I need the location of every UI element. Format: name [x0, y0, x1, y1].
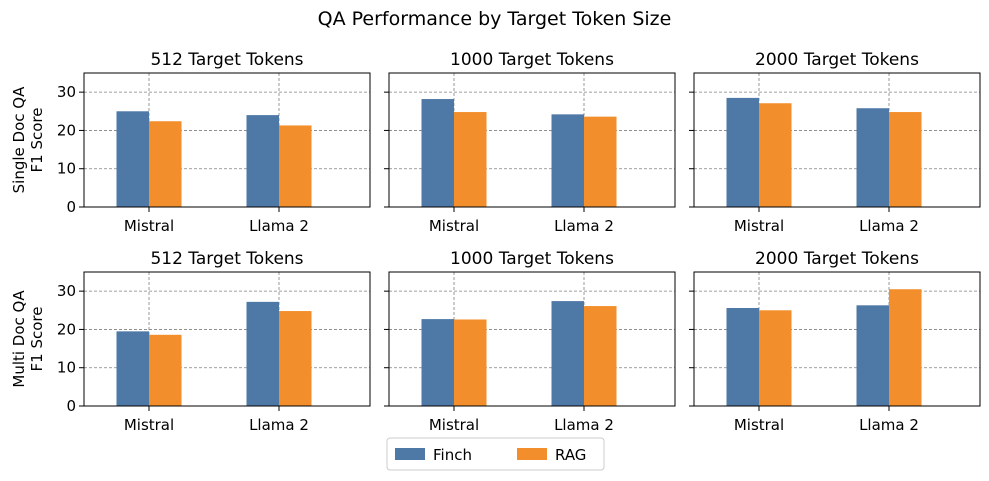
y-tick-label: 30 — [57, 83, 76, 101]
x-tick-label: Mistral — [734, 217, 784, 235]
x-tick-label: Mistral — [429, 217, 479, 235]
axes-frame — [388, 72, 676, 208]
bar-finch-mistral — [726, 307, 759, 406]
bar-finch-llama-2 — [551, 114, 584, 207]
bar-rag-llama-2 — [889, 289, 922, 406]
y-tick-label: 0 — [66, 198, 76, 216]
legend-swatch-rag — [517, 448, 547, 460]
legend-swatch-finch — [395, 448, 425, 460]
y-axis-label: Multi Doc QAF1 Score — [10, 290, 46, 388]
axes-frame — [693, 271, 981, 407]
y-axis-label-row: Single Doc QA — [10, 86, 28, 193]
panel-title: 1000 Target Tokens — [450, 249, 614, 269]
chart-panel: Mistral Llama 2 2000 Target Tokens — [689, 50, 981, 235]
x-tick-label: Mistral — [124, 416, 174, 434]
bar-finch-llama-2 — [856, 305, 889, 406]
axes-frame — [83, 271, 371, 407]
bar-rag-mistral — [149, 334, 182, 406]
panel-title: 2000 Target Tokens — [755, 249, 919, 269]
bar-rag-mistral — [454, 319, 487, 406]
bar-finch-mistral — [116, 331, 149, 406]
legend-label-rag: RAG — [555, 446, 586, 464]
y-tick-label: 30 — [57, 282, 76, 300]
chart-panel: Mistral Llama 2 1000 Target Tokens — [384, 50, 676, 235]
bar-rag-llama-2 — [584, 306, 617, 406]
bar-finch-mistral — [421, 99, 454, 207]
y-tick-label: 20 — [57, 320, 76, 338]
bar-finch-mistral — [726, 97, 759, 207]
axes-frame — [83, 72, 371, 208]
y-axis-label: Single Doc QAF1 Score — [10, 86, 46, 193]
bar-rag-mistral — [759, 103, 792, 207]
x-tick-label: Mistral — [124, 217, 174, 235]
bar-rag-mistral — [759, 310, 792, 406]
bar-finch-llama-2 — [246, 301, 279, 406]
chart-panel: Mistral Llama 2 2000 Target Tokens — [689, 249, 981, 434]
x-tick-label: Mistral — [429, 416, 479, 434]
chart-panels: 0 10 20 30 Mistral Llama 2 512 Target Tokens Si… — [10, 50, 981, 434]
x-tick-label: Llama 2 — [249, 217, 309, 235]
bar-finch-mistral — [116, 111, 149, 207]
chart-panel: Mistral Llama 2 1000 Target Tokens — [384, 249, 676, 434]
x-tick-label: Llama 2 — [859, 416, 919, 434]
x-tick-label: Llama 2 — [554, 416, 614, 434]
y-axis-label-metric: F1 Score — [28, 307, 46, 372]
y-axis-label-metric: F1 Score — [28, 108, 46, 173]
y-tick-label: 20 — [57, 121, 76, 139]
bar-finch-llama-2 — [551, 301, 584, 406]
y-axis-label-row: Multi Doc QA — [10, 290, 28, 388]
panel-title: 512 Target Tokens — [150, 50, 303, 70]
x-tick-label: Llama 2 — [249, 416, 309, 434]
x-tick-label: Llama 2 — [859, 217, 919, 235]
legend-box — [386, 437, 605, 471]
chart-panel: 0 10 20 30 Mistral Llama 2 512 Target Tokens Si… — [10, 50, 371, 235]
bar-rag-llama-2 — [584, 116, 617, 207]
bar-rag-llama-2 — [279, 311, 312, 406]
bar-rag-llama-2 — [279, 125, 312, 207]
y-tick-label: 10 — [57, 359, 76, 377]
panel-title: 2000 Target Tokens — [755, 50, 919, 70]
bar-finch-llama-2 — [246, 115, 279, 207]
figure-title: QA Performance by Target Token Size — [318, 8, 672, 30]
bar-rag-llama-2 — [889, 112, 922, 207]
y-tick-label: 0 — [66, 397, 76, 415]
x-tick-label: Mistral — [734, 416, 784, 434]
chart-panel: 0 10 20 30 Mistral Llama 2 512 Target Tokens Mu… — [10, 249, 371, 434]
legend: Finch RAG — [386, 437, 605, 471]
bar-rag-mistral — [454, 112, 487, 207]
legend-label-finch: Finch — [433, 446, 472, 464]
panel-title: 512 Target Tokens — [150, 249, 303, 269]
bar-rag-mistral — [149, 121, 182, 207]
axes-frame — [388, 271, 676, 407]
bar-finch-llama-2 — [856, 108, 889, 207]
axes-frame — [693, 72, 981, 208]
panel-title: 1000 Target Tokens — [450, 50, 614, 70]
bar-finch-mistral — [421, 319, 454, 406]
x-tick-label: Llama 2 — [554, 217, 614, 235]
y-tick-label: 10 — [57, 160, 76, 178]
